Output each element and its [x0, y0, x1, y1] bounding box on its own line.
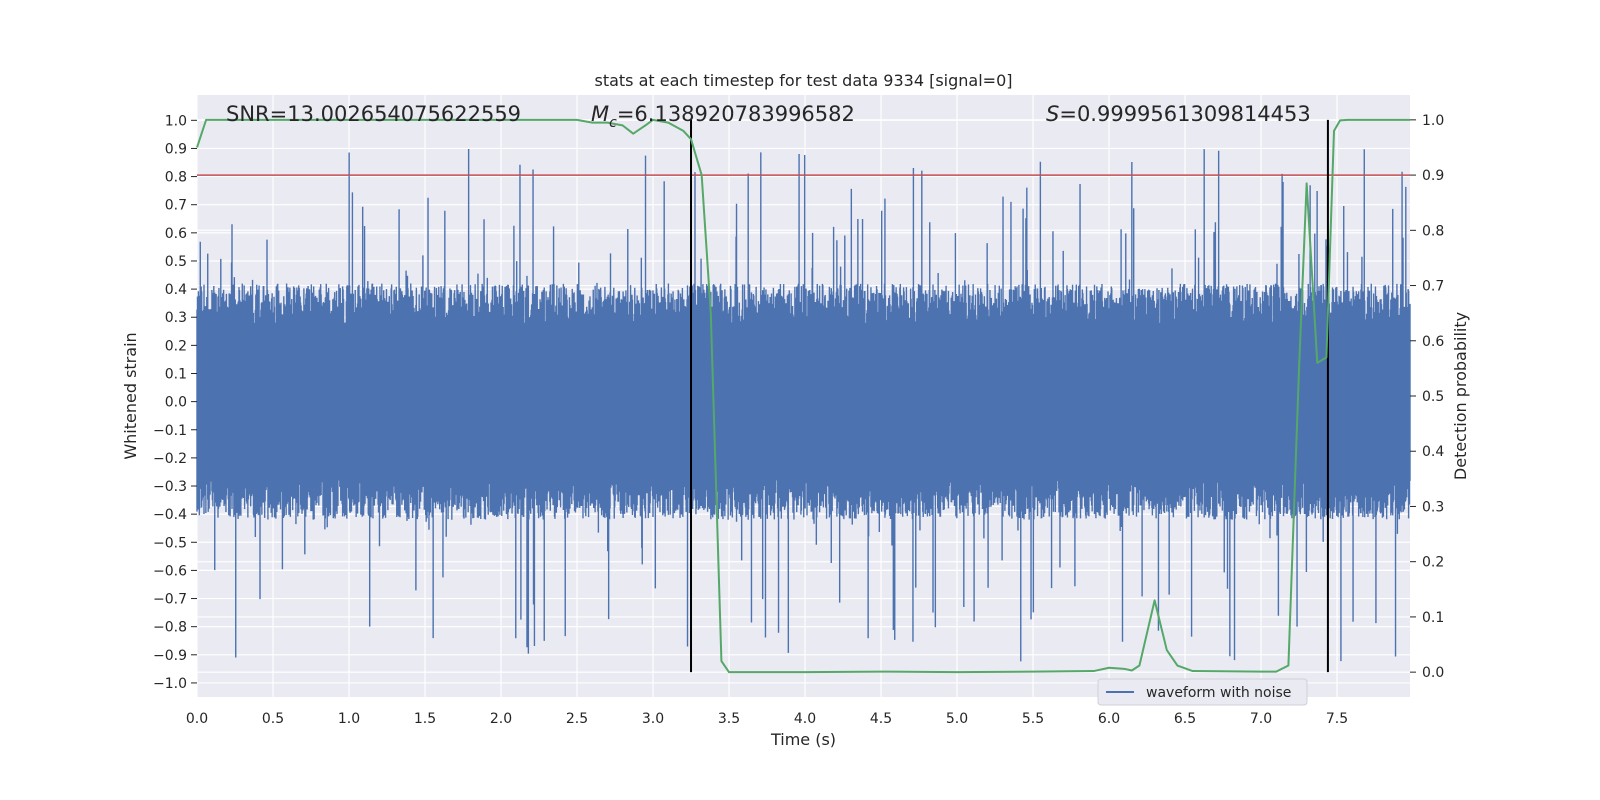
x-tick-label: 6.0: [1098, 711, 1120, 727]
y-tick-label: 0.1: [165, 366, 187, 382]
y-tick-label: 0.7: [165, 198, 187, 214]
x-tick-label: 2.5: [566, 711, 588, 727]
x-tick-label: 2.0: [490, 711, 512, 727]
y2-tick-label: 0.7: [1422, 279, 1444, 295]
x-tick-label: 4.0: [794, 711, 816, 727]
series-detection-probability: [196, 118, 1410, 674]
x-tick-label: 3.5: [718, 711, 740, 727]
legend-box: [1097, 678, 1308, 706]
x-tick-label: 5.5: [1022, 711, 1044, 727]
y2-tick-label: 0.2: [1422, 555, 1444, 571]
y-tick-label: 0.8: [165, 170, 187, 186]
y-tick-label: −0.1: [153, 423, 187, 439]
y-tick-label: 0.6: [165, 226, 187, 242]
series-waveform-with-noise: [196, 149, 1411, 662]
x-tick-label: 4.5: [870, 711, 892, 727]
y-tick-label: 0.2: [165, 338, 187, 354]
legend-label-waveform: waveform with noise: [1146, 685, 1291, 701]
x-tick-label: 7.0: [1250, 711, 1272, 727]
y2-tick-label: 0.4: [1422, 444, 1444, 460]
x-tick-label: 1.0: [338, 711, 360, 727]
mc-subscript: c: [609, 115, 617, 131]
chirp-mass-annotation: Mc=6.138920783996582: [591, 102, 855, 131]
y-tick-label: −0.3: [153, 479, 187, 495]
s-annotation: S=0.9999561309814453: [1046, 102, 1311, 126]
y2-axis-label: Detection probability: [1451, 312, 1470, 480]
x-tick-label: 5.0: [946, 711, 968, 727]
y-tick-label: 1.0: [165, 113, 187, 129]
y-tick-label: −1.0: [153, 676, 187, 692]
y-tick-label: 0.5: [165, 254, 187, 270]
y2-tick-label: 0.9: [1422, 168, 1444, 184]
waveform-path: [196, 149, 1411, 662]
y-tick-label: −0.4: [153, 507, 187, 523]
y2-tick-label: 0.3: [1422, 499, 1444, 515]
y-tick-label: −0.5: [153, 535, 187, 551]
mc-value: =6.138920783996582: [617, 102, 855, 126]
x-axis-ticks: 0.0 0.5 1.0 1.5 2.0 2.5 3.0 3.5 4.0 4.5 5.0 5.5 6.0 6…: [186, 711, 1348, 727]
x-axis-label: Time (s): [770, 730, 836, 749]
x-tick-label: 0.0: [186, 711, 208, 727]
x-tick-label: 3.0: [642, 711, 664, 727]
x-tick-label: 0.5: [262, 711, 284, 727]
y-tick-label: 0.4: [165, 282, 187, 298]
legend: waveform with noise: [1097, 678, 1308, 706]
y-tick-label: 0.9: [165, 141, 187, 157]
y-axis-label: Whitened strain: [121, 332, 140, 459]
y-tick-label: −0.9: [153, 648, 187, 664]
snr-annotation: SNR=13.002654075622559: [226, 102, 521, 126]
y-tick-label: −0.6: [153, 563, 187, 579]
mc-symbol: M: [591, 102, 609, 126]
x-tick-label: 1.5: [414, 711, 436, 727]
y-tick-label: −0.2: [153, 451, 187, 467]
x-tick-label: 6.5: [1174, 711, 1196, 727]
y2-tick-label: 0.8: [1422, 223, 1444, 239]
y-tick-label: 0.3: [165, 310, 187, 326]
y-tick-label: 0.0: [165, 395, 187, 411]
y2-tick-label: 0.6: [1422, 334, 1444, 350]
y2-tick-label: 0.1: [1422, 610, 1444, 626]
y2-tick-label: 0.5: [1422, 389, 1444, 405]
y2-tick-label: 1.0: [1422, 113, 1444, 129]
s-value: =0.9999561309814453: [1059, 102, 1310, 126]
x-tick-label: 7.5: [1326, 711, 1348, 727]
vertical-markers: [690, 119, 1329, 673]
s-symbol: S: [1046, 102, 1059, 126]
y-axis-ticks: 1.0 0.9 0.8 0.7 0.6 0.5 0.4 0.3 0.2 0.1 0.0 −0.1 −0.…: [153, 113, 197, 692]
chart-title: stats at each timestep for test data 933…: [594, 71, 1012, 90]
y-tick-label: −0.7: [153, 592, 187, 608]
y2-tick-label: 0.0: [1422, 665, 1444, 681]
y-tick-label: −0.8: [153, 620, 187, 636]
y2-axis-ticks: 1.0 0.9 0.8 0.7 0.6 0.5 0.4 0.3 0.2 0.1 0.0: [1410, 113, 1444, 681]
